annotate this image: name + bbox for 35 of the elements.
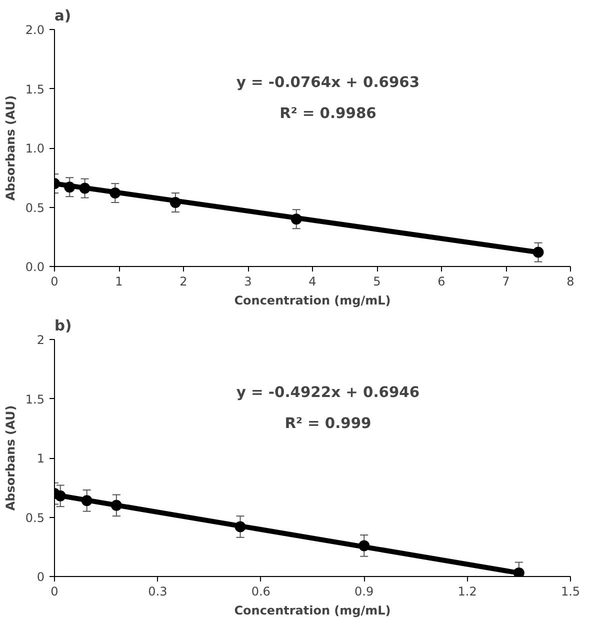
y-tick-label: 1.0	[25, 142, 45, 156]
x-tick-label: 0	[50, 584, 58, 598]
x-tick-label: 0.6	[251, 584, 270, 598]
x-tick-label: 4	[308, 274, 316, 288]
chart-title: b)	[54, 318, 72, 334]
x-tick-label: 7	[502, 274, 510, 288]
x-tick-label: 3	[244, 274, 252, 288]
x-tick-label: 1.2	[458, 584, 477, 598]
x-tick-label: 0.3	[148, 584, 168, 598]
annotation: y = -0.0764x + 0.6963	[236, 74, 420, 92]
annotation: R² = 0.999	[284, 414, 372, 432]
y-tick-label: 2.0	[25, 23, 45, 37]
x-tick-label: 1.5	[560, 584, 580, 598]
x-tick-label: 1	[115, 274, 123, 288]
x-axis-title: Concentration (mg/mL)	[234, 294, 391, 308]
y-axis-title: Absorbans (AU)	[3, 95, 18, 201]
x-tick-label: 2	[180, 274, 188, 288]
y-tick-label: 0.5	[25, 510, 45, 525]
x-tick-label: 0.9	[354, 584, 374, 598]
annotation: R² = 0.9986	[280, 104, 376, 122]
x-tick-label: 6	[438, 274, 446, 288]
y-tick-label: 0	[36, 570, 45, 584]
y-tick-label: 0.5	[25, 200, 45, 215]
x-axis-title: Concentration (mg/mL)	[234, 604, 391, 618]
y-tick-label: 1	[36, 452, 45, 466]
y-tick-label: 1.5	[25, 82, 45, 96]
x-tick-label: 5	[373, 274, 381, 288]
chart-title: a)	[54, 8, 72, 24]
x-tick-label: 0	[50, 274, 58, 288]
annotation: y = -0.4922x + 0.6946	[236, 384, 420, 402]
y-axis-title: Absorbans (AU)	[3, 405, 18, 511]
x-tick-label: 8	[566, 274, 574, 288]
y-tick-label: 2	[36, 333, 45, 347]
y-tick-label: 0.0	[25, 260, 45, 274]
y-tick-label: 1.5	[25, 392, 45, 406]
